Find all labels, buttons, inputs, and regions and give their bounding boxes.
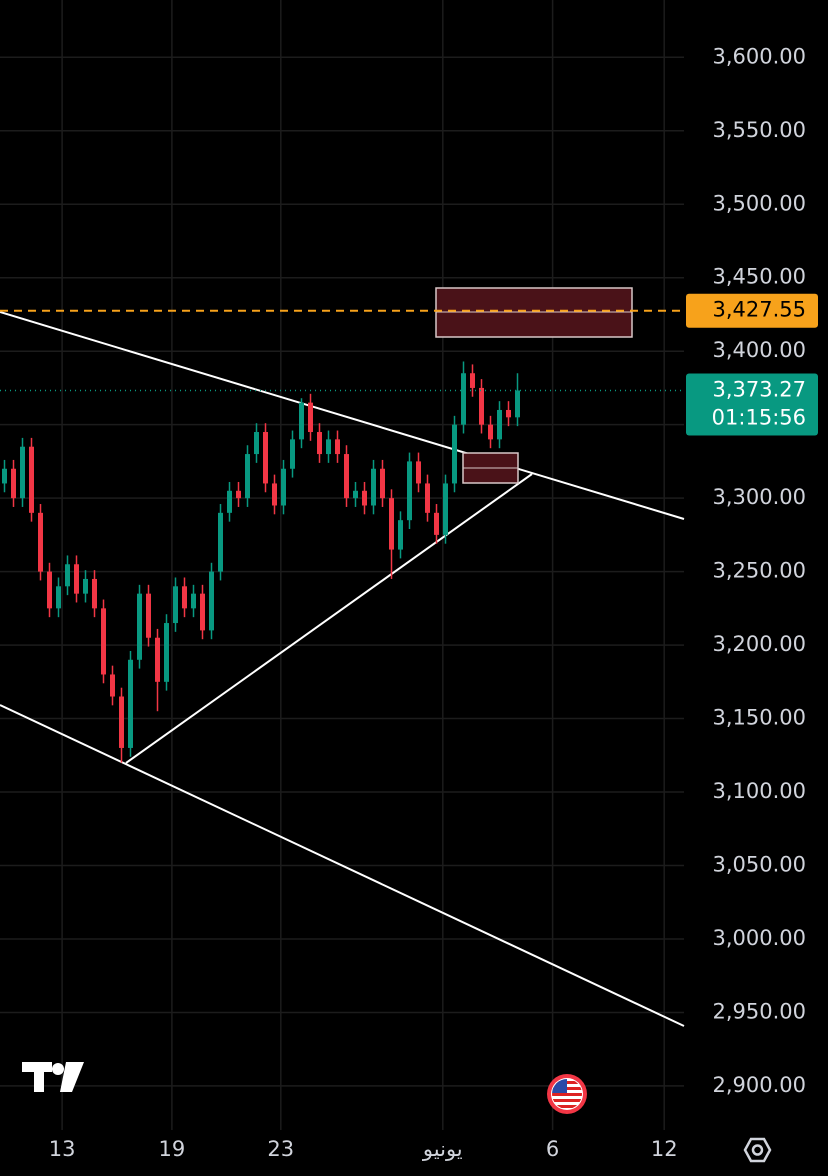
candle-body: [506, 409, 511, 418]
y-tick-label: 3,550.00: [712, 118, 806, 142]
candle-body: [200, 593, 205, 631]
candle-body: [137, 593, 142, 660]
candle-body: [308, 402, 313, 433]
candle-body: [470, 373, 475, 388]
candle-body: [245, 454, 250, 499]
tradingview-logo: [22, 1062, 84, 1092]
candle-body: [110, 674, 115, 697]
y-tick-label: 3,100.00: [712, 779, 806, 803]
candle-body: [398, 520, 403, 550]
candle-body: [335, 439, 340, 455]
y-tick-label: 3,400.00: [712, 338, 806, 362]
y-tick-label: 3,050.00: [712, 853, 806, 877]
candle-body: [191, 593, 196, 609]
candle-body: [74, 564, 79, 594]
candle-body: [218, 512, 223, 572]
y-tick-label: 3,600.00: [712, 44, 806, 68]
y-tick-label: 2,900.00: [712, 1073, 806, 1097]
lower-trend-line: [0, 704, 685, 1027]
candle-body: [443, 483, 448, 535]
candle-body: [488, 424, 493, 440]
candle-body: [281, 468, 286, 506]
trend-lines: [0, 311, 685, 1027]
candle-body: [317, 432, 322, 455]
candle-body: [128, 659, 133, 748]
candle-body: [11, 468, 16, 499]
y-tick-label: 3,250.00: [712, 559, 806, 583]
candle-body: [326, 439, 331, 455]
candle-body: [479, 387, 484, 425]
x-tick-label: 23: [267, 1137, 294, 1161]
x-tick-label: 6: [546, 1137, 559, 1161]
candle-body: [182, 586, 187, 609]
alert-price-badge: [686, 293, 818, 328]
candle-body: [272, 483, 277, 506]
candle-body: [227, 490, 232, 513]
current-price-label: 3,373.27: [712, 377, 806, 401]
y-tick-label: 3,000.00: [712, 926, 806, 950]
support-trend-line: [125, 473, 533, 764]
candle-body: [2, 468, 7, 484]
candle-body: [362, 490, 367, 506]
candle-body: [434, 512, 439, 535]
candle-body: [38, 512, 43, 572]
candle-body: [65, 564, 70, 587]
y-tick-label: 3,300.00: [712, 485, 806, 509]
candle-body: [389, 498, 394, 550]
candle-body: [299, 402, 304, 440]
candle-body: [380, 468, 385, 499]
x-tick-label: 13: [49, 1137, 76, 1161]
alert-price-label: 3,427.55: [712, 298, 806, 322]
country-flag[interactable]: [547, 1074, 587, 1114]
y-tick-label: 3,450.00: [712, 265, 806, 289]
settings-button[interactable]: [743, 1137, 772, 1163]
candle-body: [371, 468, 376, 506]
candle-body: [425, 483, 430, 513]
candle-body: [173, 586, 178, 624]
countdown-label: 01:15:56: [712, 405, 806, 429]
candle-body: [344, 454, 349, 499]
candle-body: [290, 439, 295, 469]
candle-body: [146, 593, 151, 638]
y-tick-label: 2,950.00: [712, 999, 806, 1023]
y-tick-label: 3,200.00: [712, 632, 806, 656]
y-tick-label: 3,150.00: [712, 706, 806, 730]
candle-body: [92, 578, 97, 609]
candle-body: [254, 432, 259, 455]
y-tick-label: 3,500.00: [712, 191, 806, 215]
candle-body: [353, 490, 358, 499]
candle-body: [209, 571, 214, 631]
candle-body: [461, 373, 466, 425]
x-tick-label: 12: [651, 1137, 678, 1161]
candle-body: [29, 446, 34, 513]
candle-body: [416, 461, 421, 484]
x-tick-label: يونيو: [422, 1137, 463, 1161]
candle-body: [119, 696, 124, 748]
candle-body: [155, 637, 160, 682]
current-price-badge: [686, 373, 818, 436]
candle-body: [515, 390, 520, 418]
candle-body: [56, 586, 61, 609]
candle-body: [83, 578, 88, 594]
candle-body: [407, 461, 412, 521]
candle-body: [47, 571, 52, 609]
candle-body: [164, 623, 169, 682]
candle-body: [101, 608, 106, 675]
candle-body: [263, 432, 268, 484]
candle-body: [452, 424, 457, 484]
x-tick-label: 19: [159, 1137, 186, 1161]
upper-trend-line: [0, 311, 685, 520]
candle-body: [20, 446, 25, 499]
candle-body: [236, 490, 241, 499]
candle-body: [497, 409, 502, 440]
